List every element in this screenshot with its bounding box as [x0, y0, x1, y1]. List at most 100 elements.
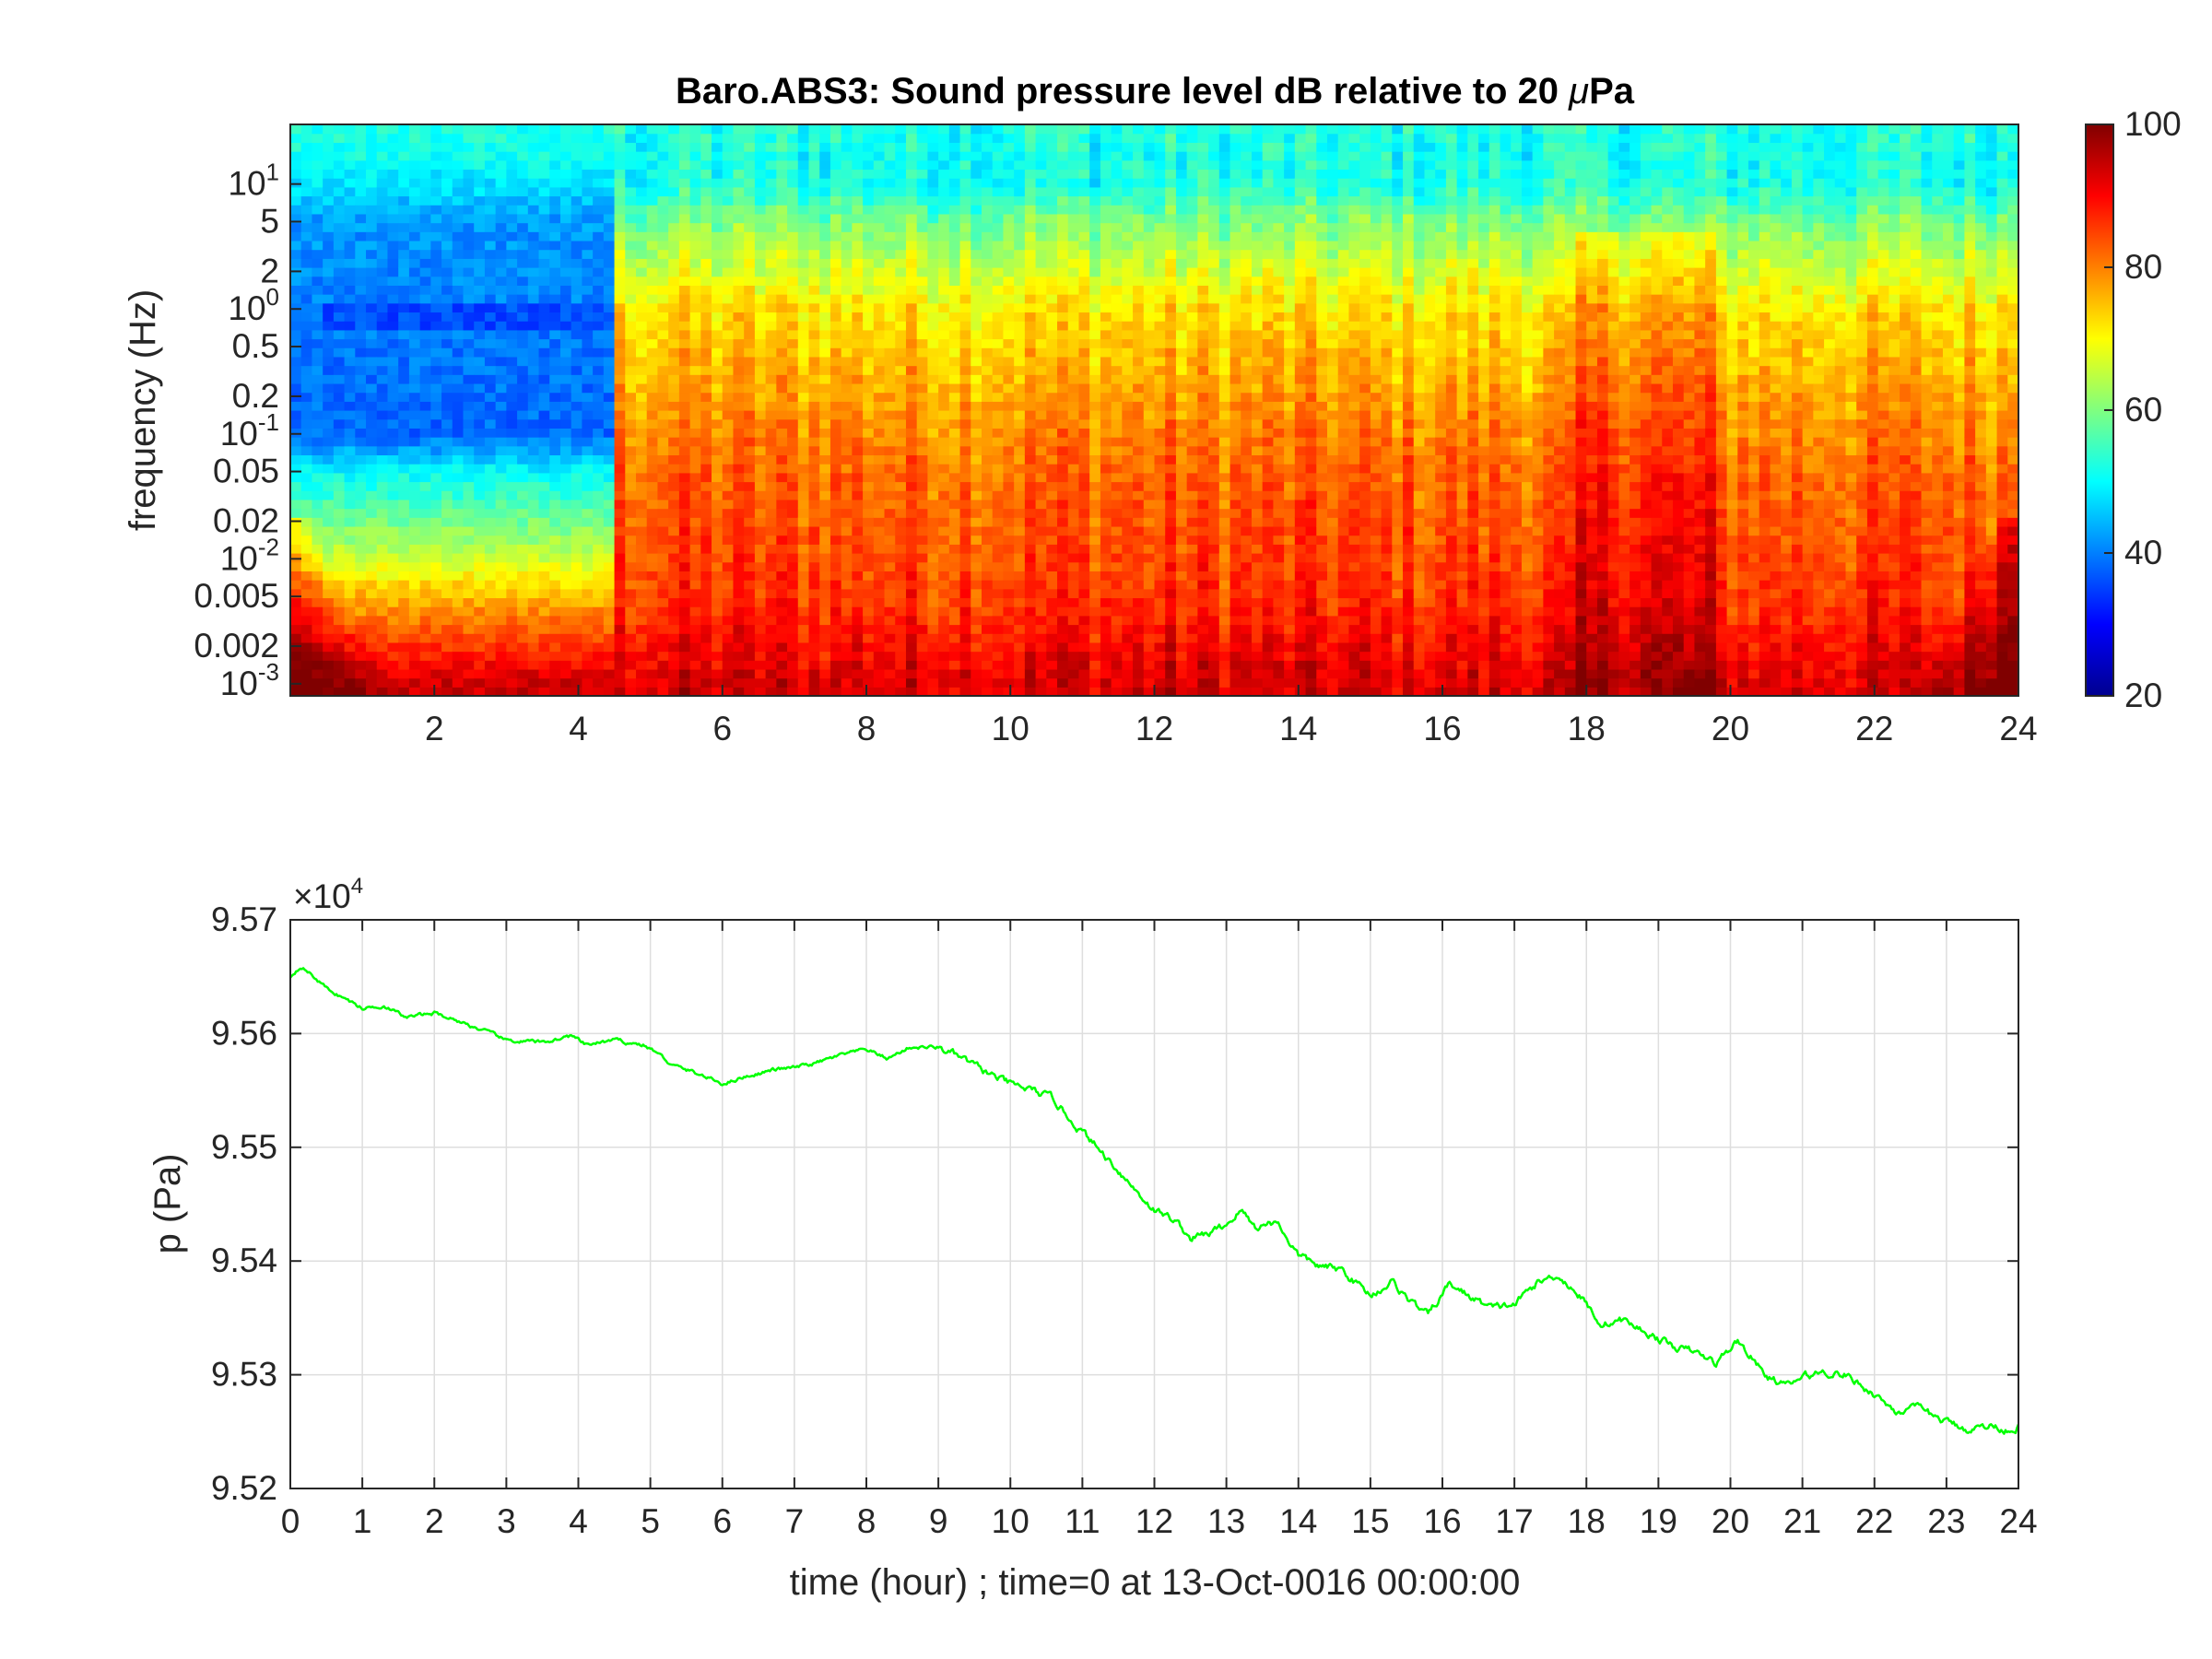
spectrogram-cell	[905, 231, 918, 241]
spectrogram-cell	[776, 258, 788, 268]
spectrogram-cell	[344, 410, 356, 420]
spectrogram-cell	[948, 641, 961, 653]
spectrogram-cell	[1111, 597, 1123, 607]
spectrogram-cell	[905, 392, 918, 402]
spectrogram-cell	[495, 401, 507, 411]
spectrogram-cell	[819, 633, 831, 643]
spectrogram-cell	[1003, 186, 1015, 197]
spectrogram-cell	[463, 454, 475, 465]
spectrogram-cell	[884, 356, 896, 367]
spectrogram-cell	[1111, 213, 1123, 224]
spectrogram-cell	[484, 490, 497, 500]
spectrogram-cell	[1057, 285, 1069, 295]
spectrogram-cell	[571, 338, 583, 348]
spectrogram-cell	[593, 677, 605, 688]
spectrogram-cell	[484, 517, 497, 527]
spectrogram-cell	[1003, 285, 1015, 295]
spectrogram-cell	[376, 240, 389, 251]
spectrogram-cell	[668, 464, 680, 474]
spectrogram-cell	[495, 677, 507, 688]
spectrogram-cell	[916, 231, 929, 241]
spectrogram-cell	[733, 285, 745, 295]
spectrogram-cell	[452, 338, 465, 348]
spectrogram-cell	[678, 624, 691, 634]
spectrogram-cell	[916, 142, 929, 152]
spectrogram-cell	[344, 641, 356, 653]
spectrogram-cell	[593, 258, 605, 268]
spectrogram-cell	[873, 561, 886, 571]
spectrogram-cell	[787, 329, 799, 340]
spectrogram-cell	[312, 517, 324, 527]
spectrogram-cell	[463, 312, 475, 322]
spectrogram-cell	[689, 561, 701, 571]
spectrogram-cell	[398, 588, 410, 599]
spectrogram-cell	[863, 195, 875, 206]
spectrogram-cell	[527, 329, 540, 340]
spectrogram-cell	[376, 365, 389, 375]
spectrogram-cell	[430, 677, 442, 688]
spectrogram-cell	[1111, 186, 1123, 197]
spectrogram-cell	[495, 365, 507, 375]
spectrogram-cell	[430, 553, 442, 563]
spectrogram-cell	[549, 633, 561, 643]
spectrogram-cell	[1057, 356, 1069, 367]
spectrogram-cell	[593, 374, 605, 384]
spectrogram-cell	[527, 615, 540, 626]
spectrogram-cell	[571, 356, 583, 367]
spectrogram-cell	[797, 249, 810, 259]
spectrogram-cell	[1067, 660, 1080, 670]
spectrogram-cell	[927, 124, 939, 135]
spectrogram-cell	[982, 213, 994, 224]
spectrogram-cell	[344, 615, 356, 626]
spectrogram-cell	[722, 321, 735, 331]
spectrogram-cell	[636, 142, 648, 152]
spectrogram-cell	[754, 249, 767, 259]
spectrogram-cell	[678, 302, 691, 313]
spectrogram-cell	[312, 169, 324, 179]
spectrogram-cell	[366, 347, 378, 358]
spectrogram-cell	[517, 410, 529, 420]
spectrogram-cell	[744, 508, 756, 518]
spectrogram-cell	[1111, 169, 1123, 179]
spectrogram-cell	[916, 525, 929, 536]
spectrogram-cell	[430, 347, 442, 358]
spectrogram-cell	[408, 651, 421, 661]
spectrogram-cell	[603, 338, 616, 348]
spectrogram-cell	[959, 641, 971, 653]
spectrogram-cell	[527, 472, 540, 483]
spectrogram-cell	[1057, 142, 1069, 152]
spectrogram-cell	[376, 481, 389, 491]
spectrogram-cell	[916, 186, 929, 197]
spectrogram-cell	[689, 624, 701, 634]
spectrogram-cell	[323, 329, 335, 340]
spectrogram-cell	[787, 258, 799, 268]
spectrogram-cell	[992, 641, 1005, 653]
spectrogram-cell	[366, 410, 378, 420]
spectrogram-cell	[344, 606, 356, 617]
spectrogram-cell	[754, 124, 767, 135]
spectrogram-cell	[646, 472, 659, 483]
spectrogram-cell	[333, 151, 346, 161]
spectrogram-cell	[398, 410, 410, 420]
spectrogram-cell	[387, 231, 399, 241]
spectrogram-cell	[517, 651, 529, 661]
spectrogram-cell	[927, 213, 939, 224]
spectrogram-cell	[430, 258, 442, 268]
spectrogram-cell	[895, 213, 907, 224]
spectrogram-cell	[571, 276, 583, 286]
spectrogram-cell	[905, 240, 918, 251]
spectrogram-cell	[776, 561, 788, 571]
spectrogram-cell	[765, 651, 777, 661]
spectrogram-cell	[1024, 195, 1037, 206]
spectrogram-cell	[506, 606, 518, 617]
spectrogram-cell	[787, 571, 799, 581]
spectrogram-cell	[852, 437, 864, 447]
spectrogram-cell	[852, 535, 864, 545]
spectrogram-cell	[1003, 508, 1015, 518]
spectrogram-cell	[474, 410, 486, 420]
spectrogram-cell	[1024, 258, 1037, 268]
spectrogram-cell	[344, 276, 356, 286]
spectrogram-cell	[668, 124, 680, 135]
spectrogram-cell	[1133, 668, 1145, 679]
spectrogram-cell	[916, 169, 929, 179]
